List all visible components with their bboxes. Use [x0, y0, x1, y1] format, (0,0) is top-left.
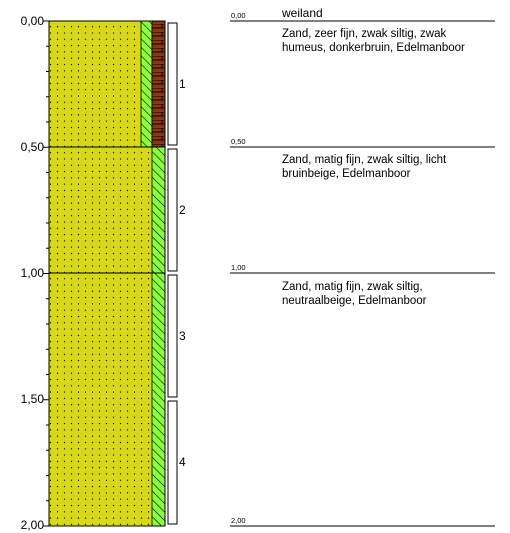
layer-description-2: Zand, matig fijn, zwak siltig, licht bru… — [282, 154, 447, 180]
desc-depth-bottom: 2,00 — [231, 516, 246, 525]
depth-axis-ticks — [43, 20, 49, 527]
sample-box-3 — [167, 274, 178, 398]
sand-layer-3 — [49, 273, 152, 526]
depth-label-3: 1,50 — [21, 392, 45, 406]
desc-depth-1: 0,50 — [231, 137, 246, 146]
layer-title-weiland: weiland — [281, 6, 323, 20]
layer-description-3: Zand, matig fijn, zwak siltig, neutraalb… — [282, 281, 427, 307]
silt-hatch-layer-1 — [140, 20, 153, 148]
depth-label-4: 2,00 — [21, 518, 45, 532]
sand-layer-2 — [49, 147, 152, 273]
sample-number-2: 2 — [179, 203, 186, 217]
sample-number-3: 3 — [179, 329, 186, 343]
sand-layer-1 — [49, 21, 141, 147]
depth-label-0: 0,00 — [21, 14, 45, 28]
sample-box-1 — [167, 22, 178, 146]
desc-depth-2: 1,00 — [231, 263, 246, 272]
humus-strip — [151, 20, 166, 148]
silt-hatch-layer-2 — [151, 146, 166, 527]
sample-box-4 — [167, 400, 178, 525]
desc-depth-0: 0,00 — [231, 11, 246, 20]
sample-number-4: 4 — [179, 455, 186, 469]
layer-description-1: Zand, zeer fijn, zwak siltig, zwak humeu… — [282, 28, 465, 54]
depth-label-2: 1,00 — [21, 266, 45, 280]
sample-box-2 — [167, 148, 178, 272]
sample-number-1: 1 — [179, 77, 186, 91]
depth-label-1: 0,50 — [21, 140, 45, 154]
